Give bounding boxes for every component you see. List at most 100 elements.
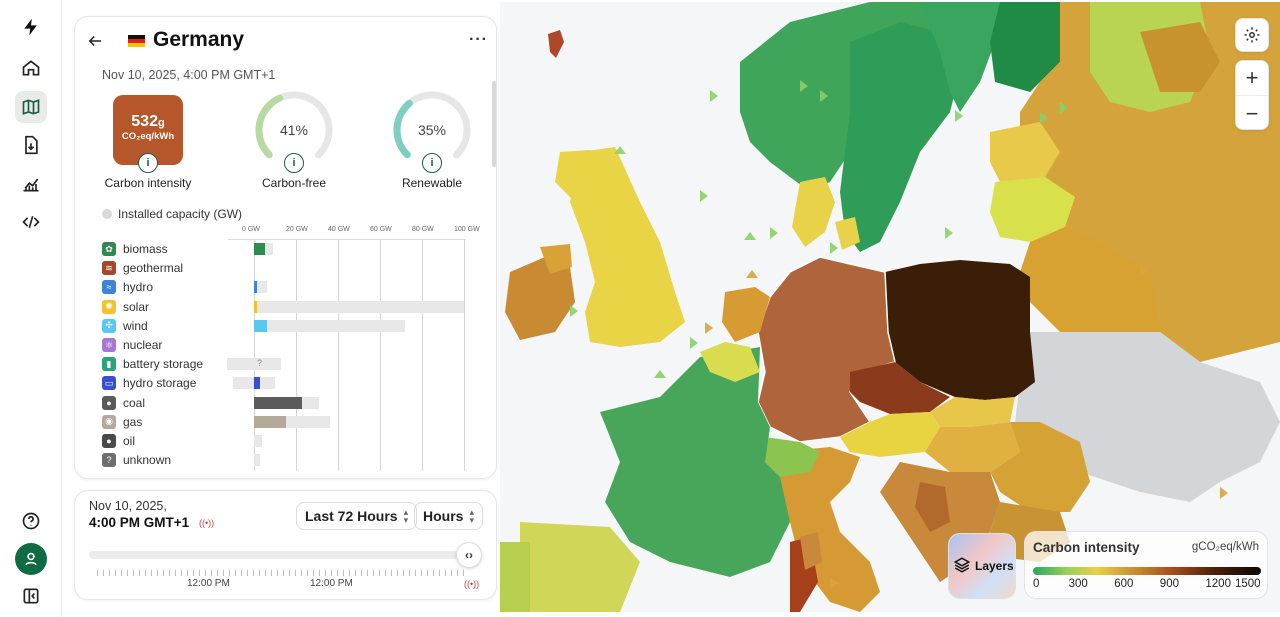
source-row-solar[interactable]: ✺ solar: [102, 299, 472, 317]
resolution-value: Hours: [423, 508, 464, 524]
updown-chevron-icon: ▴ ▾: [403, 507, 409, 525]
carbon-free-label: Carbon-free: [261, 176, 327, 190]
carbon-free-gauge: [255, 91, 333, 169]
source-label: oil: [123, 434, 136, 448]
capacity-bar: [254, 281, 267, 294]
layers-button[interactable]: Layers: [948, 533, 1016, 599]
help-icon[interactable]: [15, 505, 47, 537]
axis-gridline: [338, 239, 339, 471]
axis-baseline: [228, 239, 466, 240]
carbon-intensity-value: 532: [131, 113, 158, 130]
source-row-coal[interactable]: ● coal: [102, 395, 472, 413]
axis-tick-label: 60 GW: [370, 226, 392, 233]
source-label: geothermal: [123, 261, 184, 276]
analytics-chart-icon[interactable]: [15, 168, 47, 200]
source-row-gas[interactable]: ◉ gas: [102, 414, 472, 432]
source-label: hydro: [123, 280, 154, 295]
resolution-select[interactable]: Hours ▴ ▾: [414, 502, 483, 530]
source-row-unknown[interactable]: ? unknown: [102, 452, 472, 470]
wind-turbine-icon: ✣: [102, 318, 116, 333]
zoom-out-button[interactable]: −: [1245, 100, 1259, 126]
unknown-value-marker: ?: [257, 358, 263, 369]
production-bar: [254, 319, 267, 332]
zone-title: Germany: [153, 28, 245, 51]
tick-label: 12:00 PM: [310, 578, 353, 589]
source-row-nuclear[interactable]: ⚛ nuclear: [102, 337, 472, 355]
coal-icon: ●: [102, 395, 116, 410]
axis-gridline: [254, 239, 255, 471]
installed-capacity-label: Installed capacity (GW): [118, 207, 243, 221]
legend-ticks: 0 300 600 900 1200 1500: [1025, 578, 1269, 592]
axis-tick-label: 20 GW: [286, 226, 308, 233]
download-file-icon[interactable]: [15, 129, 47, 161]
axis-gridline: [296, 239, 297, 471]
time-ticks: [97, 570, 469, 576]
renewable-label: Renewable: [401, 176, 463, 190]
toggle-sidebar-icon[interactable]: [15, 580, 47, 612]
capacity-bar: [254, 319, 406, 332]
home-icon[interactable]: [15, 52, 47, 84]
axis-tick-label: 0 GW: [242, 226, 260, 233]
germany-flag-icon: [128, 35, 145, 47]
map-canvas[interactable]: [500, 2, 1280, 612]
source-row-biomass[interactable]: ✿ biomass: [102, 241, 472, 259]
layers-label: Layers: [975, 559, 1014, 573]
axis-gridline: [422, 239, 423, 471]
source-row-geothermal[interactable]: ≋ geothermal: [102, 260, 472, 278]
settings-gear-icon[interactable]: [1235, 18, 1269, 52]
logo-bolt-icon[interactable]: [15, 11, 47, 43]
production-bar: [254, 281, 258, 294]
renewable-info-icon[interactable]: i: [422, 153, 442, 173]
legend-unit: gCO₂eq/kWh: [1191, 541, 1259, 553]
panel-scrollbar[interactable]: [492, 81, 496, 167]
carbon-intensity-unit: CO₂eq/kWh: [121, 131, 175, 142]
legend-tick-label: 1500: [1235, 578, 1261, 590]
back-arrow-icon[interactable]: [83, 29, 107, 53]
leaf-icon: ✿: [102, 242, 116, 256]
axis-gridline: [464, 239, 465, 471]
axis-gridline: [380, 239, 381, 471]
capacity-bar-negative: [226, 358, 254, 371]
carbon-free-info-icon[interactable]: i: [284, 153, 304, 173]
dam-icon: ▭: [102, 376, 116, 391]
time-value: 4:00 PM GMT+1: [89, 515, 190, 530]
source-row-hydro-storage[interactable]: ▭ hydro storage: [102, 375, 472, 393]
legend-tick-label: 300: [1068, 578, 1088, 590]
time-range-select[interactable]: Last 72 Hours ▴ ▾: [296, 502, 418, 530]
heat-waves-icon: ≋: [102, 261, 116, 276]
left-rail: [0, 0, 62, 617]
source-label: battery storage: [123, 357, 204, 372]
source-row-wind[interactable]: ✣ wind: [102, 318, 472, 336]
more-options-icon[interactable]: ···: [469, 31, 488, 48]
zoom-in-button[interactable]: +: [1236, 61, 1268, 96]
production-bar: [254, 415, 286, 428]
source-label: nuclear: [123, 338, 163, 352]
time-slider-handle[interactable]: ‹›: [456, 542, 482, 568]
map-view[interactable]: [500, 2, 1280, 612]
layers-icon: [953, 557, 971, 573]
installed-capacity-legend[interactable]: Installed capacity (GW): [102, 207, 242, 221]
source-label: gas: [123, 414, 143, 429]
question-icon: ?: [102, 453, 116, 468]
user-avatar-icon[interactable]: [15, 543, 47, 575]
live-indicator-icon: ((•)): [464, 579, 480, 589]
code-icon[interactable]: [15, 206, 47, 238]
source-row-hydro[interactable]: ≈ hydro: [102, 279, 472, 297]
capacity-bar: [254, 435, 263, 447]
carbon-intensity-info-icon[interactable]: i: [138, 153, 158, 173]
production-bar: [254, 300, 258, 313]
oil-drop-icon: ●: [102, 434, 116, 448]
time-range-value: Last 72 Hours: [305, 508, 398, 524]
legend-title: Carbon intensity: [1033, 540, 1140, 555]
legend-tick-label: 600: [1114, 578, 1134, 590]
carbon-free-value: 41%: [279, 122, 309, 138]
time-date: Nov 10, 2025,: [89, 499, 167, 513]
source-row-oil[interactable]: ● oil: [102, 433, 472, 451]
capacity-bar: [254, 358, 282, 371]
map-nav-icon[interactable]: [15, 91, 47, 123]
source-row-battery-storage[interactable]: ▮ battery storage?: [102, 356, 472, 374]
zone-header: Germany ···: [75, 17, 496, 65]
time-slider-track[interactable]: [89, 551, 459, 559]
axis-tick-label: 40 GW: [328, 226, 350, 233]
